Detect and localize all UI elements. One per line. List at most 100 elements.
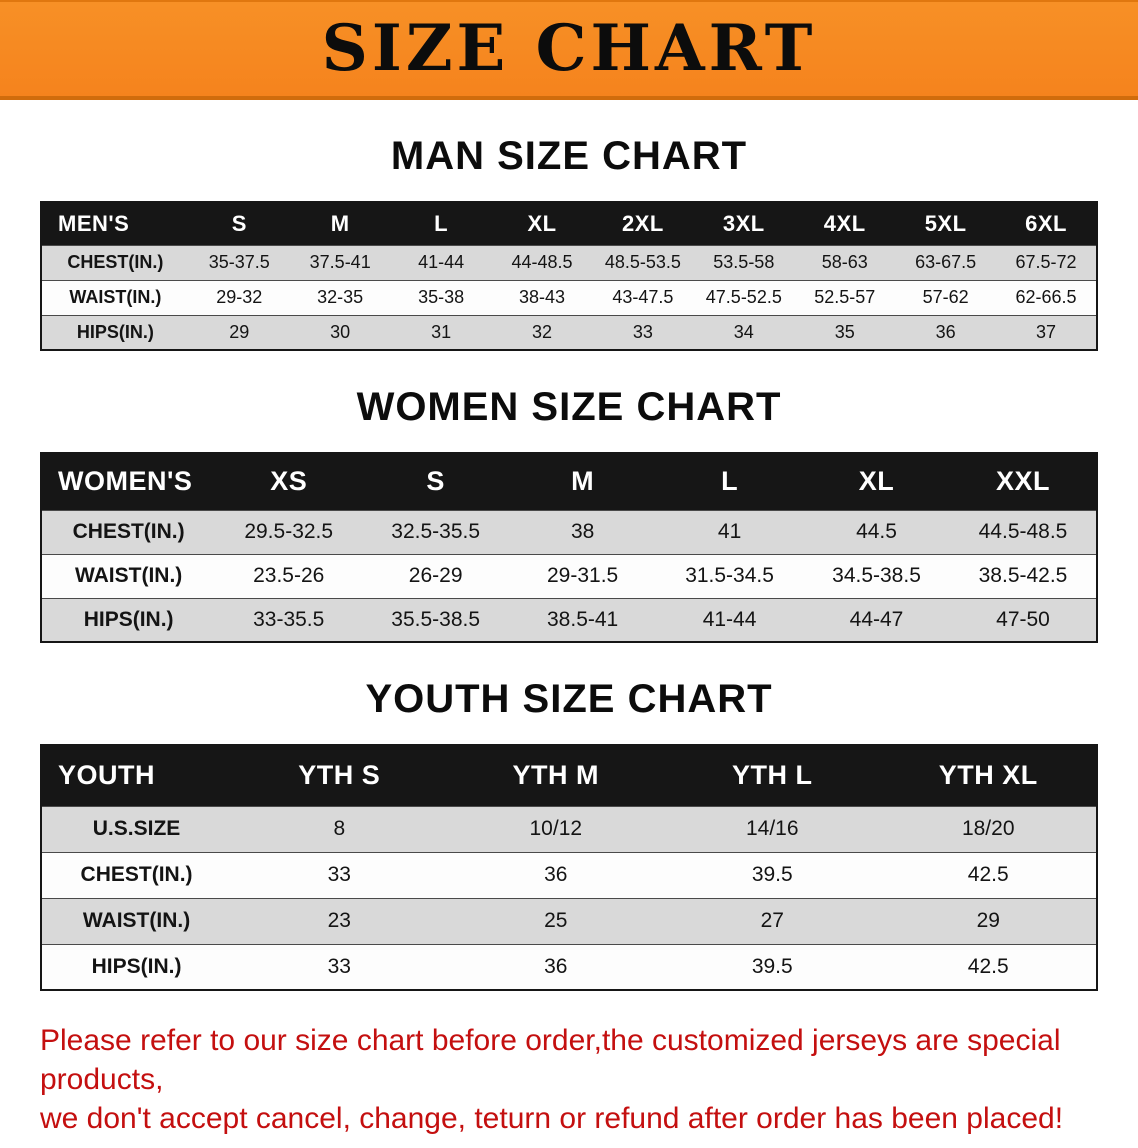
size-column-header: L [390,202,492,245]
table-row: HIPS(IN.) 33-35.5 35.5-38.5 38.5-41 41-44 44-… [41,597,1097,642]
size-value: 34 [693,314,795,350]
table-corner-label: MEN'S [41,202,189,245]
banner: SIZE CHART [0,0,1138,100]
page-title: SIZE CHART [321,11,817,86]
size-value: 42.5 [880,943,1097,990]
size-value: 34.5-38.5 [803,553,950,598]
size-value: 33 [592,314,694,350]
youth-size-table: YOUTH YTH S YTH M YTH L YTH XL U.S.SIZE 8 10/12… [40,744,1098,991]
size-value: 36 [447,943,665,990]
size-value: 44.5-48.5 [950,509,1097,554]
measurement-label: WAIST(IN.) [41,279,189,315]
table-header-row: YOUTH YTH S YTH M YTH L YTH XL [41,745,1097,806]
size-column-header: YTH M [447,745,665,806]
size-value: 35-37.5 [188,244,290,280]
size-column-header: 2XL [592,202,694,245]
size-value: 52.5-57 [794,279,896,315]
table-row: HIPS(IN.) 33 36 39.5 42.5 [41,943,1097,990]
table-row: CHEST(IN.) 33 36 39.5 42.5 [41,851,1097,898]
measurement-label: HIPS(IN.) [41,597,216,642]
measurement-label: WAIST(IN.) [41,553,216,598]
size-column-header: S [362,453,510,510]
size-value: 30 [289,314,391,350]
size-value: 29.5-32.5 [215,509,363,554]
men-size-table: MEN'S S M L XL 2XL 3XL 4XL 5XL 6XL CHEST(IN.) 35-37… [40,201,1098,351]
table-row: HIPS(IN.) 29 30 31 32 33 34 35 36 37 [41,314,1097,350]
size-value: 53.5-58 [693,244,795,280]
table-corner-label: WOMEN'S [41,453,216,510]
measurement-label: HIPS(IN.) [41,314,189,350]
youth-section-heading: YOUTH SIZE CHART [365,677,773,721]
size-value: 31.5-34.5 [656,553,804,598]
size-column-header: YTH S [231,745,448,806]
size-column-header: XL [491,202,593,245]
size-column-header: L [656,453,804,510]
women-section-heading: WOMEN SIZE CHART [356,385,782,429]
size-value: 33 [231,851,448,898]
women-size-table: WOMEN'S XS S M L XL XXL CHEST(IN.) 29.5-32.5 32.5… [40,452,1098,643]
size-value: 37.5-41 [289,244,391,280]
disclaimer-line-1: Please refer to our size chart before or… [40,1024,1061,1096]
size-value: 29 [880,897,1097,944]
size-value: 35-38 [390,279,492,315]
size-value: 23.5-26 [215,553,363,598]
size-value: 48.5-53.5 [592,244,694,280]
women-section: WOMEN SIZE CHART WOMEN'S XS S M L XL XXL CHEST(… [0,385,1138,643]
table-row: CHEST(IN.) 29.5-32.5 32.5-35.5 38 41 44.5 44.5… [41,509,1097,554]
measurement-label: WAIST(IN.) [41,897,232,944]
size-value: 29 [188,314,290,350]
table-corner-label: YOUTH [41,745,232,806]
measurement-label: HIPS(IN.) [41,943,232,990]
size-value: 39.5 [664,943,881,990]
size-column-header: M [509,453,657,510]
size-value: 42.5 [880,851,1097,898]
size-column-header: YTH L [664,745,881,806]
size-value: 58-63 [794,244,896,280]
size-value: 35 [794,314,896,350]
size-column-header: XL [803,453,950,510]
size-column-header: S [188,202,290,245]
table-row: WAIST(IN.) 23 25 27 29 [41,897,1097,944]
size-value: 38.5-42.5 [950,553,1097,598]
size-value: 38-43 [491,279,593,315]
size-value: 38 [509,509,657,554]
size-value: 32.5-35.5 [362,509,510,554]
youth-section: YOUTH SIZE CHART YOUTH YTH S YTH M YTH L YTH… [0,677,1138,991]
size-value: 36 [895,314,997,350]
size-value: 63-67.5 [895,244,997,280]
size-value: 25 [447,897,665,944]
measurement-label: U.S.SIZE [41,805,232,852]
size-value: 44-47 [803,597,950,642]
table-header-row: MEN'S S M L XL 2XL 3XL 4XL 5XL 6XL [41,202,1097,245]
size-column-header: YTH XL [880,745,1097,806]
size-value: 39.5 [664,851,881,898]
table-row: WAIST(IN.) 29-32 32-35 35-38 38-43 43-47.5 47.… [41,279,1097,315]
size-column-header: 6XL [996,202,1097,245]
table-header-row: WOMEN'S XS S M L XL XXL [41,453,1097,510]
size-value: 18/20 [880,805,1097,852]
size-value: 44.5 [803,509,950,554]
size-value: 32-35 [289,279,391,315]
size-value: 47.5-52.5 [693,279,795,315]
size-column-header: 5XL [895,202,997,245]
size-column-header: 4XL [794,202,896,245]
size-value: 26-29 [362,553,510,598]
size-value: 41 [656,509,804,554]
size-column-header: XS [215,453,363,510]
size-value: 27 [664,897,881,944]
size-value: 36 [447,851,665,898]
men-section-heading: MAN SIZE CHART [390,134,748,178]
measurement-label: CHEST(IN.) [41,509,216,554]
men-section: MAN SIZE CHART MEN'S S M L XL 2XL 3XL 4XL 5XL 6XL… [0,134,1138,351]
size-value: 47-50 [950,597,1097,642]
table-row: U.S.SIZE 8 10/12 14/16 18/20 [41,805,1097,852]
table-row: CHEST(IN.) 35-37.5 37.5-41 41-44 44-48.5 48.5… [41,244,1097,280]
measurement-label: CHEST(IN.) [41,244,189,280]
size-value: 14/16 [664,805,881,852]
size-value: 32 [491,314,593,350]
size-value: 43-47.5 [592,279,694,315]
size-value: 29-31.5 [509,553,657,598]
size-value: 41-44 [390,244,492,280]
disclaimer-line-2: we don't accept cancel, change, teturn o… [40,1102,1064,1135]
